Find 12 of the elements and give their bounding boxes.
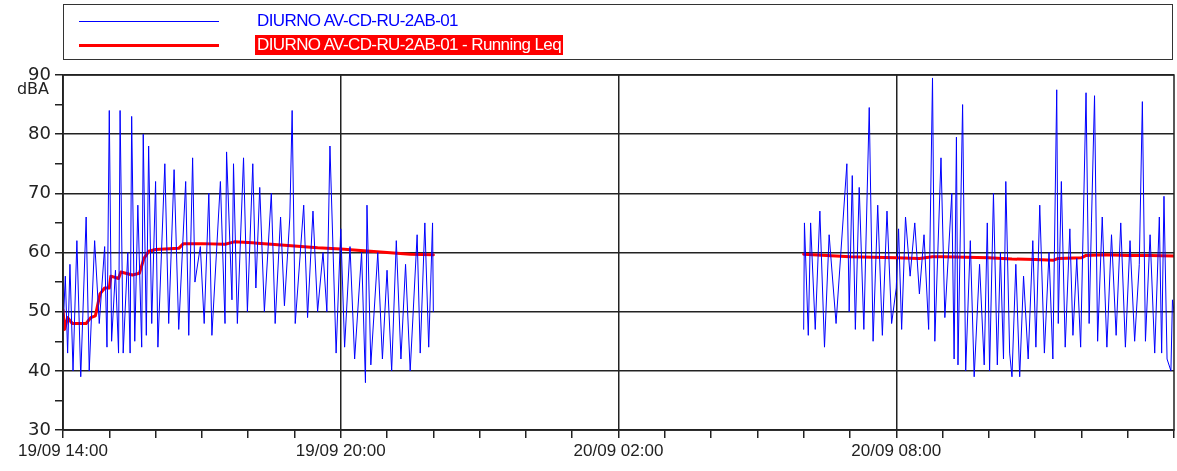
text: DIURNO AV-CD-RU-2AB-01 - Running Leq (255, 35, 564, 55)
y-tick-label: 40 (28, 358, 51, 380)
y-tick-label: 50 (28, 299, 51, 321)
x-tick-label: 20/09 02:00 (573, 440, 664, 460)
y-tick-label: 80 (28, 121, 51, 143)
y-tick-label: 60 (28, 240, 51, 262)
x-tick-label: 19/09 14:00 (18, 440, 108, 460)
x-tick-label: 19/09 20:00 (295, 440, 386, 460)
x-tick-label: 20/09 08:00 (851, 440, 942, 460)
y-tick-label: 70 (28, 181, 51, 203)
y-tick-label: 30 (28, 417, 51, 439)
text: DIURNO AV-CD-RU-2AB-01 (256, 11, 459, 31)
